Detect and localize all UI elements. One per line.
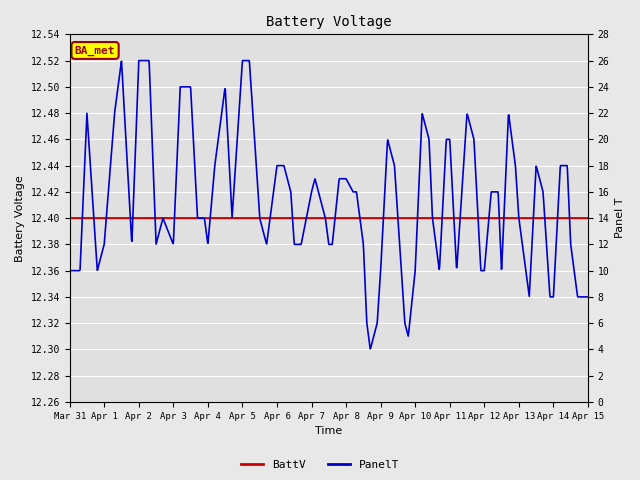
Y-axis label: Battery Voltage: Battery Voltage	[15, 175, 25, 262]
Y-axis label: Panel T: Panel T	[615, 198, 625, 239]
X-axis label: Time: Time	[315, 426, 342, 436]
Text: BA_met: BA_met	[75, 46, 115, 56]
Title: Battery Voltage: Battery Voltage	[266, 15, 392, 29]
Legend: BattV, PanelT: BattV, PanelT	[236, 456, 404, 474]
